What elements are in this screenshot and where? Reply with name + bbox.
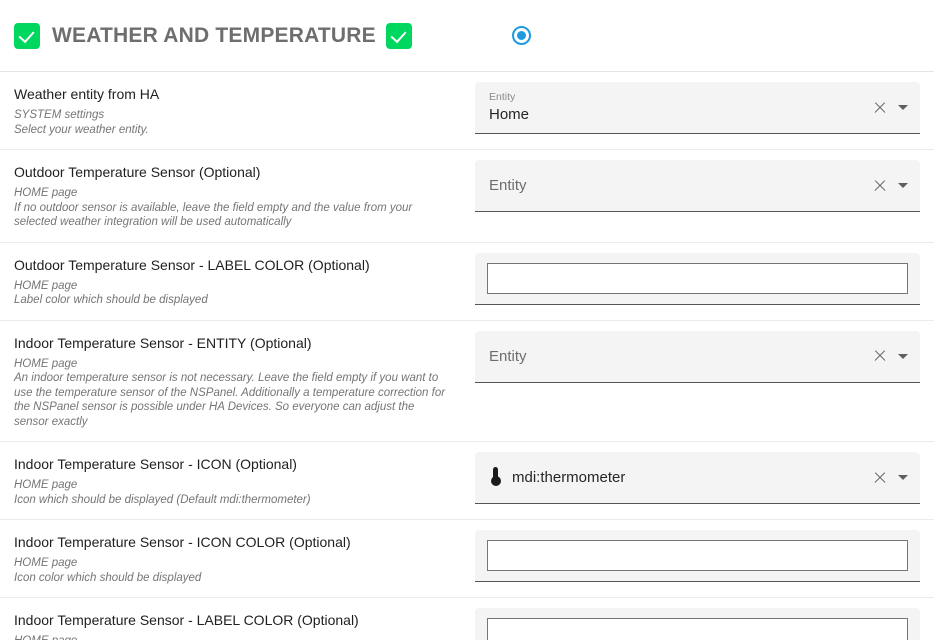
row-description: Outdoor Temperature Sensor - LABEL COLOR…	[0, 243, 470, 320]
thermometer-icon	[489, 466, 502, 489]
row-help-text: HOME page Label color which should be dis…	[14, 279, 452, 308]
entity-select-field[interactable]: Entity	[475, 160, 920, 212]
row-help-line: HOME page	[14, 187, 78, 199]
row-description: Indoor Temperature Sensor - LABEL COLOR …	[0, 598, 470, 640]
row-control	[470, 598, 934, 640]
section-enable-checkbox-right[interactable]	[385, 22, 412, 49]
field-placeholder: Entity	[489, 177, 527, 194]
row-control	[470, 243, 934, 315]
field-value: Home	[489, 106, 530, 123]
field-value-row: mdi:thermometer	[489, 466, 874, 489]
row-help-line: Icon color which should be displayed	[14, 571, 202, 584]
row-control: Entity	[470, 321, 934, 393]
icon-select-field[interactable]: mdi:thermometer	[475, 452, 920, 504]
field-actions	[873, 179, 908, 193]
section-radio-wrap	[511, 26, 531, 45]
row-help-line: HOME page	[14, 479, 78, 491]
settings-row: Outdoor Temperature Sensor (Optional) HOM…	[0, 150, 934, 243]
color-text-input[interactable]	[487, 262, 908, 294]
row-help-line: If no outdoor sensor is available, leave…	[14, 201, 413, 229]
clear-icon[interactable]	[873, 179, 887, 193]
field-text-stack: mdi:thermometer	[489, 466, 874, 489]
row-label: Indoor Temperature Sensor - ICON COLOR (…	[14, 534, 351, 550]
color-field[interactable]	[475, 252, 920, 305]
section-enable-checkbox-left[interactable]	[14, 22, 40, 49]
row-description: Indoor Temperature Sensor - ENTITY (Opti…	[0, 321, 470, 442]
row-help-line: Label color which should be displayed	[14, 294, 208, 306]
chevron-down-icon[interactable]	[898, 183, 908, 188]
row-label: Indoor Temperature Sensor - ICON (Option…	[14, 456, 297, 472]
color-field[interactable]	[475, 608, 920, 640]
clear-icon[interactable]	[873, 101, 887, 115]
row-help-text: HOME page An indoor temperature sensor is…	[14, 357, 452, 430]
color-field[interactable]	[475, 530, 920, 582]
settings-row: Indoor Temperature Sensor - LABEL COLOR …	[0, 598, 934, 640]
row-description: Weather entity from HA SYSTEM settings Sel…	[0, 72, 470, 149]
row-description: Indoor Temperature Sensor - ICON COLOR (…	[0, 520, 470, 597]
field-value-row: Entity	[489, 176, 874, 195]
settings-row: Indoor Temperature Sensor - ICON COLOR (…	[0, 520, 934, 598]
row-control: Entity Home	[470, 72, 934, 144]
row-description: Indoor Temperature Sensor - ICON (Option…	[0, 442, 470, 519]
field-floating-label: Entity	[489, 91, 516, 103]
settings-row: Weather entity from HA SYSTEM settings Sel…	[0, 72, 934, 150]
field-actions	[873, 349, 908, 363]
chevron-down-icon[interactable]	[898, 105, 908, 110]
settings-row: Outdoor Temperature Sensor - LABEL COLOR…	[0, 242, 934, 321]
row-control: Entity	[470, 150, 934, 222]
row-help-text: HOME page Icon which should be displayed …	[14, 478, 452, 507]
color-text-input[interactable]	[487, 618, 908, 640]
field-value-row: Entity	[489, 347, 874, 366]
row-help-line: HOME page	[14, 279, 78, 292]
row-help-line: Select your weather entity.	[14, 123, 149, 136]
settings-row: Indoor Temperature Sensor - ICON (Option…	[0, 442, 934, 520]
row-help-line: Icon which should be displayed (Default …	[14, 493, 311, 506]
row-label: Outdoor Temperature Sensor - LABEL COLOR…	[14, 256, 370, 273]
settings-row: Indoor Temperature Sensor - ENTITY (Opti…	[0, 320, 934, 442]
row-help-line: HOME page	[14, 557, 78, 569]
field-actions	[873, 101, 908, 115]
row-help-line: An indoor temperature sensor is not nece…	[14, 372, 446, 428]
row-help-text: HOME page Icon color which should be disp…	[14, 556, 452, 585]
field-value: mdi:thermometer	[512, 469, 626, 486]
row-label: Indoor Temperature Sensor - LABEL COLOR …	[14, 612, 359, 628]
field-value-row: Home	[489, 105, 874, 124]
row-help-text: SYSTEM settings Select your weather entit…	[14, 108, 452, 137]
field-actions	[873, 471, 908, 485]
row-help-text: HOME page If no outdoor sensor is availab…	[14, 186, 452, 230]
field-placeholder: Entity	[489, 347, 527, 365]
row-label: Indoor Temperature Sensor - ENTITY (Opti…	[14, 334, 312, 351]
entity-select-field[interactable]: Entity Home	[475, 82, 920, 134]
page-title: WEATHER AND TEMPERATURE	[52, 23, 376, 47]
entity-select-field[interactable]: Entity	[475, 330, 920, 383]
row-help-line: HOME page	[14, 634, 452, 640]
section-radio-button[interactable]	[511, 26, 531, 45]
row-description: Outdoor Temperature Sensor (Optional) HOM…	[0, 150, 470, 242]
row-label: Outdoor Temperature Sensor (Optional)	[14, 164, 261, 180]
field-text-stack: Entity	[489, 347, 874, 366]
chevron-down-icon[interactable]	[898, 353, 908, 359]
row-control: mdi:thermometer	[470, 442, 934, 514]
clear-icon[interactable]	[873, 471, 887, 485]
clear-icon[interactable]	[873, 349, 887, 363]
row-label: Weather entity from HA	[14, 86, 160, 102]
chevron-down-icon[interactable]	[898, 475, 908, 480]
field-text-stack: Entity Home	[489, 91, 874, 124]
row-help-line: HOME page	[14, 357, 78, 370]
color-text-input[interactable]	[487, 540, 908, 571]
settings-rows: Weather entity from HA SYSTEM settings Sel…	[0, 72, 934, 640]
row-control	[470, 520, 934, 592]
row-help-line: SYSTEM settings	[14, 109, 105, 121]
section-header: WEATHER AND TEMPERATURE	[0, 0, 934, 72]
field-text-stack: Entity	[489, 176, 874, 195]
